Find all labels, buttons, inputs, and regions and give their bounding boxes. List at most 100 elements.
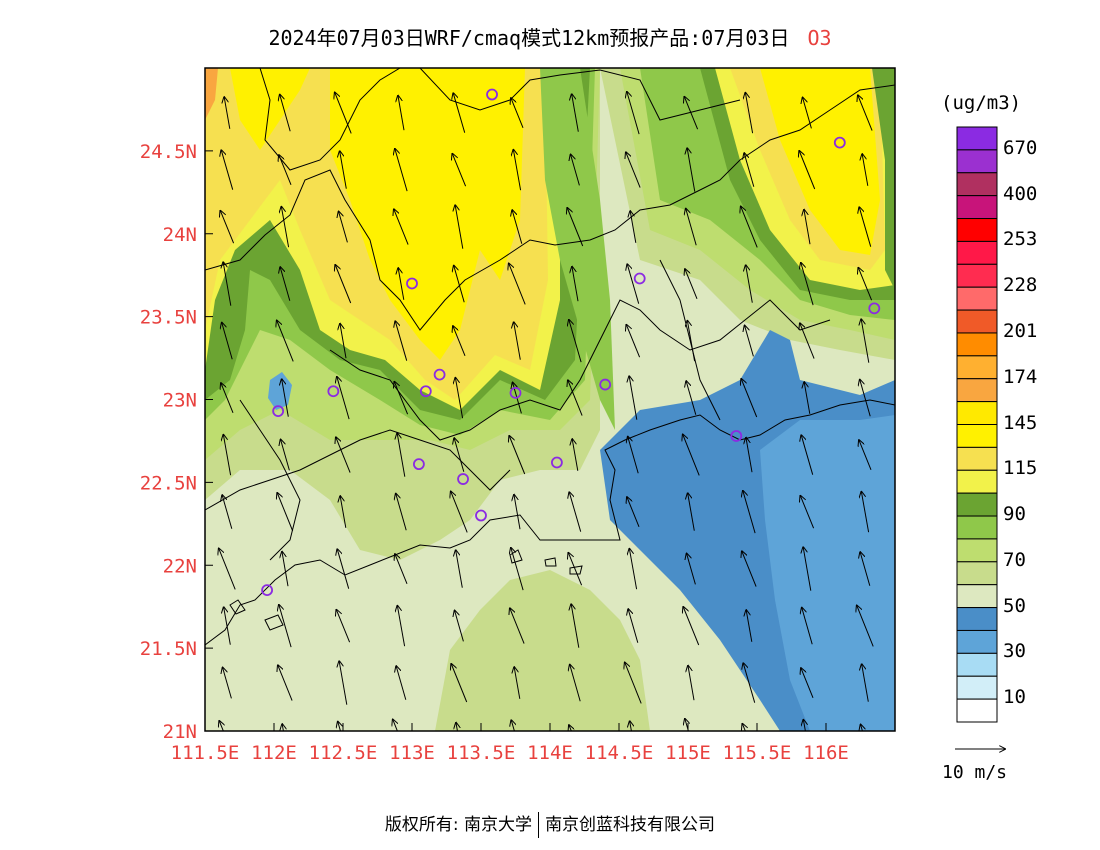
wind-arrow — [340, 151, 347, 189]
wind-arrow — [803, 547, 812, 591]
wind-arrow — [280, 267, 291, 301]
wind-arrow — [745, 93, 754, 134]
island-2 — [264, 614, 284, 631]
wind-arrow — [221, 383, 234, 413]
wind-arrow — [801, 668, 814, 698]
wind-arrow — [337, 377, 350, 420]
wind-arrow — [746, 265, 753, 303]
wind-arrow — [687, 321, 696, 362]
wind-arrow — [280, 95, 291, 132]
wind-arrow — [802, 608, 813, 645]
wind-arrow — [219, 549, 236, 590]
legend-swatch — [956, 240, 998, 265]
wind-arrow — [568, 553, 583, 586]
wind-arrow — [510, 608, 525, 644]
wind-arrow — [456, 723, 462, 731]
wind-arrow — [279, 605, 292, 648]
lat-tick-label: 22N — [163, 555, 197, 577]
wind-arrow — [336, 437, 351, 473]
lon-tick-label: 116E — [803, 742, 849, 764]
wind-arrow — [395, 321, 408, 361]
legend-swatch — [956, 149, 998, 174]
wind-arrow — [221, 150, 234, 190]
city-boundary-2 — [419, 68, 741, 121]
wind-arrow — [394, 382, 409, 415]
wind-arrow — [222, 323, 233, 360]
footer-separator — [538, 812, 540, 838]
legend-unit: (ug/m3) — [941, 92, 1022, 114]
wind-arrow — [629, 376, 638, 420]
wind-arrow — [857, 606, 874, 647]
wind-arrow — [741, 207, 758, 248]
wind-arrow — [224, 607, 231, 645]
wind-arrow — [282, 552, 289, 587]
lon-tick-label: 112E — [251, 742, 297, 764]
wind-arrow — [804, 382, 811, 414]
legend-label: 115 — [1003, 457, 1038, 480]
wind-arrow — [398, 96, 405, 131]
color-legend — [956, 126, 998, 723]
wind-arrow — [628, 609, 639, 643]
legend-label: 174 — [1003, 365, 1038, 388]
legend-swatch — [956, 309, 998, 334]
wind-arrow — [687, 148, 696, 192]
wind-arrow — [572, 439, 579, 471]
wind-arrow — [454, 438, 465, 472]
station-marker — [599, 378, 612, 391]
wind-arrow — [335, 265, 352, 304]
wind-arrow — [861, 725, 870, 731]
wind-arrow — [626, 152, 641, 188]
wind-arrow — [456, 550, 463, 588]
wind-arrow — [742, 551, 757, 587]
wind-arrow — [746, 438, 753, 473]
wind-arrow — [281, 207, 290, 248]
wind-arrow — [571, 155, 580, 186]
lon-tick-label: 113.5E — [447, 742, 516, 764]
lon-tick-label: 112.5E — [309, 742, 378, 764]
wind-arrow — [687, 554, 696, 585]
field-center-strip — [540, 68, 615, 430]
legend-label: 400 — [1003, 182, 1038, 205]
wind-arrow — [569, 320, 582, 363]
wind-arrow — [282, 379, 289, 417]
pollutant-name: O3 — [807, 26, 832, 50]
wind-arrow — [398, 268, 405, 300]
wind-arrow — [340, 496, 347, 528]
wind-arrow — [685, 269, 698, 299]
wind-arrow — [803, 98, 812, 129]
wind-arrow — [572, 267, 579, 302]
lon-tick-label: 113E — [389, 742, 435, 764]
wind-arrow — [397, 433, 406, 477]
wind-arrow — [741, 379, 758, 418]
legend-swatch — [956, 424, 998, 448]
wind-arrow — [629, 549, 638, 590]
lat-tick-label: 22.5N — [140, 472, 197, 494]
legend-swatch — [956, 469, 998, 494]
copyright-footer: 版权所有: 南京大学 南京创蓝科技有限公司 — [0, 810, 1100, 838]
station-marker — [486, 88, 498, 101]
wind-arrow — [337, 549, 350, 589]
station-marker — [457, 473, 469, 485]
wind-arrow — [509, 264, 526, 305]
station-marker — [412, 458, 425, 471]
wind-vectors — [219, 92, 874, 731]
wind-arrow — [455, 611, 464, 642]
legend-swatch — [956, 172, 998, 197]
station-marker — [261, 584, 274, 597]
island-1 — [229, 599, 246, 615]
field-yellow-bright-2 — [230, 68, 310, 150]
wind-arrow — [451, 664, 468, 703]
wind-arrow — [627, 92, 640, 135]
wind-arrow — [862, 154, 869, 186]
wind-arrow — [858, 268, 873, 301]
wind-arrow — [220, 211, 235, 244]
wind-arrow — [514, 322, 521, 360]
wind-arrow — [569, 725, 581, 731]
wind-arrow — [803, 720, 810, 731]
legend-label: 50 — [1003, 594, 1026, 617]
wind-arrow — [338, 722, 348, 731]
station-marker — [730, 430, 743, 442]
wind-arrow — [219, 721, 234, 731]
map-title: 2024年07月03日WRF/cmaq模式12km预报产品:07月03日 O3 — [0, 22, 1100, 51]
wind-arrow — [800, 323, 815, 359]
